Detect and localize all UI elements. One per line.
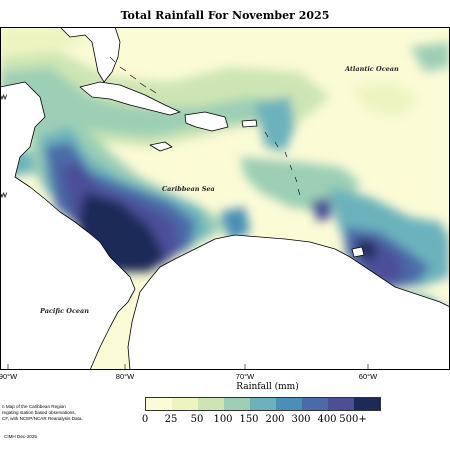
- legend-tick-label: 100: [213, 414, 233, 425]
- lon-label-60w: 60°W: [358, 372, 378, 381]
- legend-colorbar: [145, 397, 381, 411]
- lat-label-1: W: [0, 92, 8, 102]
- map-title: Total Rainfall For November 2025: [120, 9, 330, 22]
- legend-tick-label: 150: [239, 414, 259, 425]
- legend-tick-label: 0: [141, 414, 149, 425]
- legend-swatch: [198, 398, 224, 410]
- legend-swatch: [328, 398, 354, 410]
- bahamas: [109, 56, 301, 196]
- legend-swatch: [250, 398, 276, 410]
- legend-tick-label: 200: [265, 414, 285, 425]
- note-line-2: regating station based observations,: [2, 410, 76, 415]
- legend-tick-label: 500+: [339, 414, 367, 425]
- note-line-1: n Map of the Caribbean Region: [2, 404, 66, 409]
- central-america: [0, 81, 136, 370]
- caribbean-label: Caribbean Sea: [162, 185, 215, 193]
- puerto-rico: [241, 119, 258, 128]
- lon-label-80w: 80°W: [115, 372, 135, 381]
- land-masses: [0, 27, 450, 370]
- copyright-text: CIMH Dec-2025: [4, 434, 37, 439]
- atlantic-label: Atlantic Ocean: [344, 65, 399, 73]
- legend-swatch: [276, 398, 302, 410]
- legend-tick-label: 400: [317, 414, 337, 425]
- legend-swatch: [354, 398, 380, 410]
- legend-swatch: [146, 398, 172, 410]
- jamaica: [149, 141, 173, 152]
- legend-tick-label: 50: [190, 414, 204, 425]
- legend-swatch: [224, 398, 250, 410]
- legend-tick-label: 300: [291, 414, 311, 425]
- south-america: [127, 234, 450, 370]
- legend-title: Rainfall (mm): [236, 382, 299, 392]
- note-line-3: CF, with NCEP/NCAR Reanalysis Data.: [2, 416, 83, 421]
- legend-swatch: [172, 398, 198, 410]
- florida: [59, 27, 121, 83]
- map-note: n Map of the Caribbean Region regating s…: [2, 404, 117, 422]
- lon-label-90w: 90°W: [0, 372, 18, 381]
- rainfall-map: Atlantic Ocean Caribbean Sea Pacific Oce…: [0, 27, 450, 370]
- pacific-label: Pacific Ocean: [39, 307, 89, 315]
- trinidad: [351, 246, 365, 258]
- lat-label-2: W: [0, 190, 8, 200]
- cuba: [79, 81, 181, 116]
- legend-swatch: [302, 398, 328, 410]
- hispaniola: [184, 111, 229, 132]
- lon-label-70w: 70°W: [235, 372, 255, 381]
- legend-tick-label: 25: [164, 414, 178, 425]
